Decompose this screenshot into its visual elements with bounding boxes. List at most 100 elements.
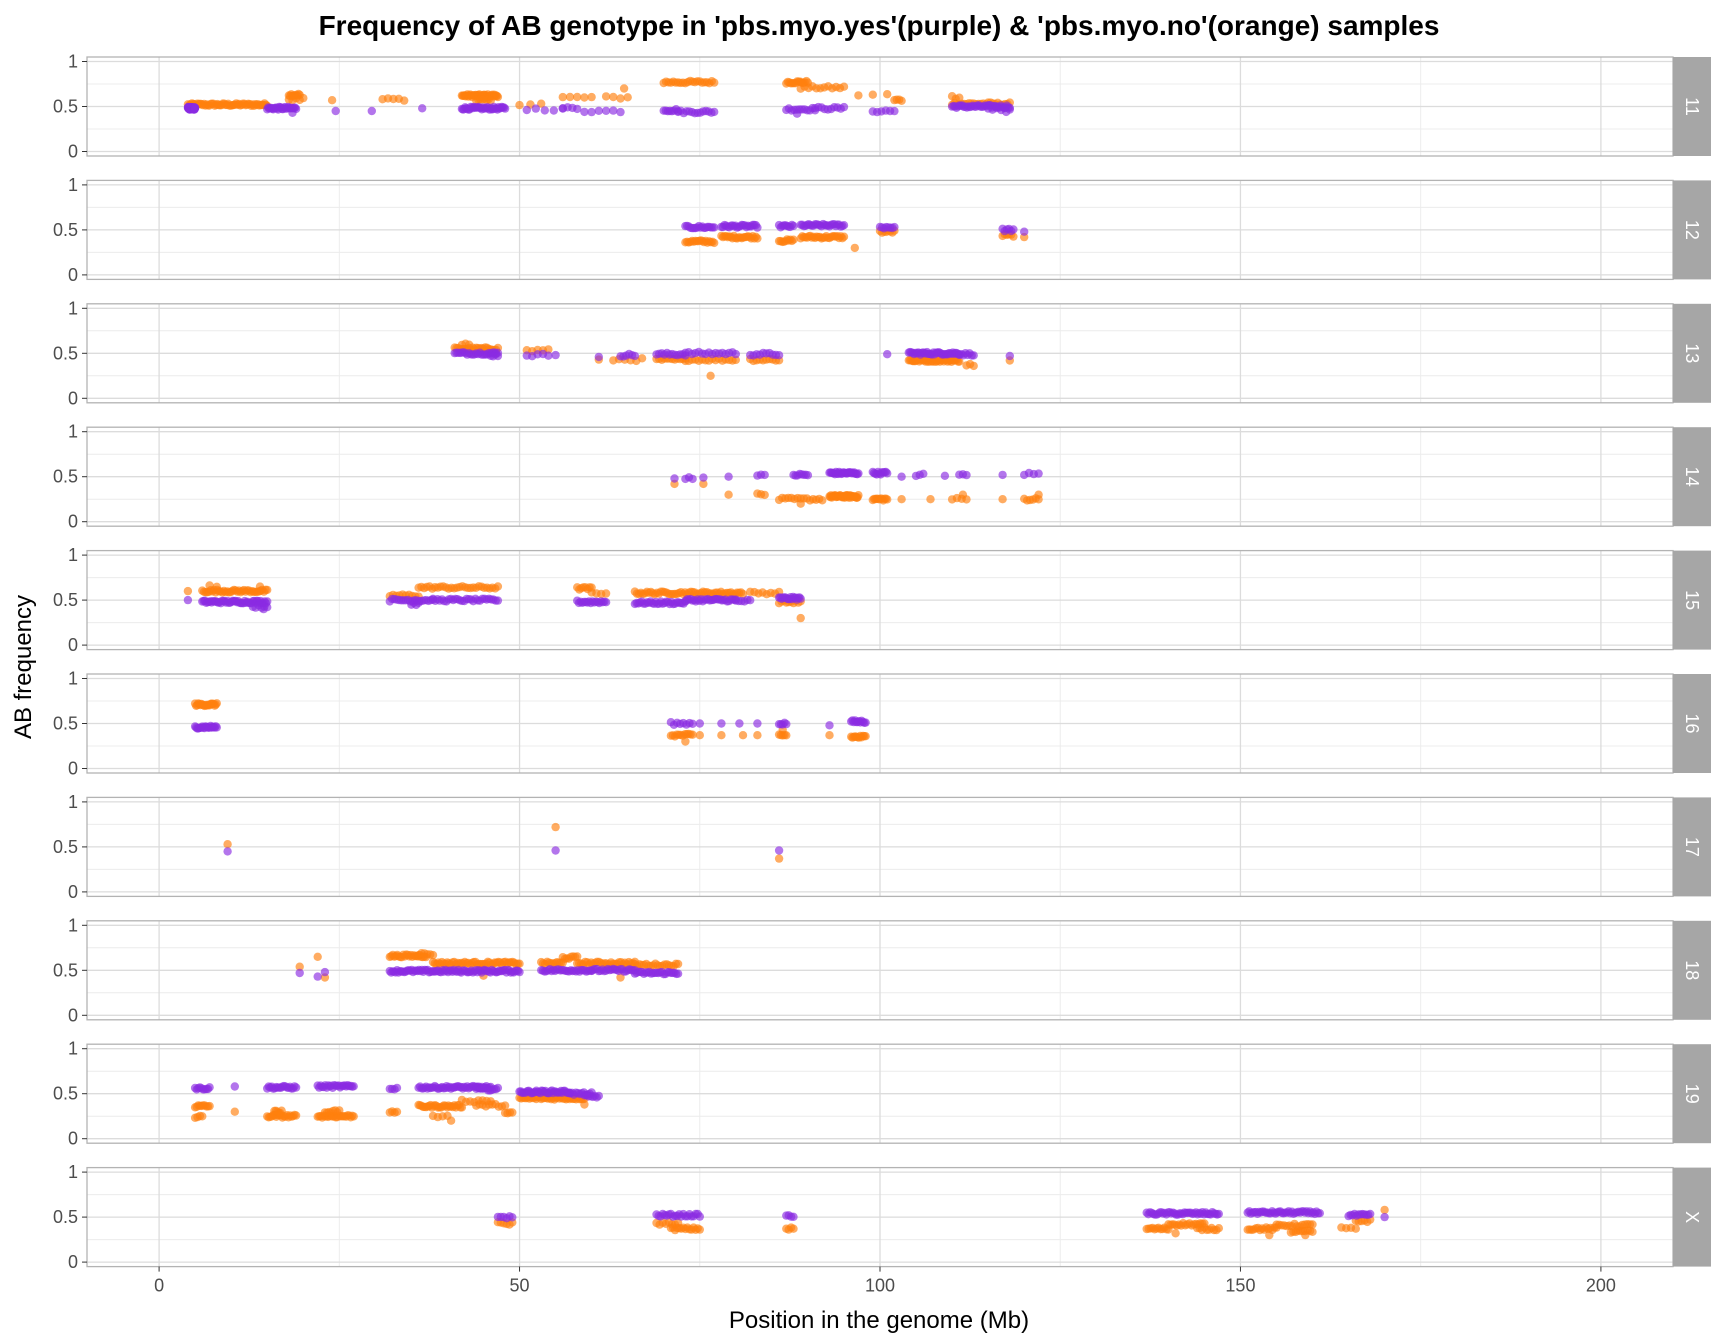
data-point-no bbox=[850, 243, 859, 253]
panel-19: 0 0.5 1 19 bbox=[53, 1039, 1711, 1149]
data-point-yes bbox=[1019, 227, 1029, 236]
facet-strip bbox=[1673, 303, 1711, 403]
data-point-yes bbox=[746, 596, 755, 605]
data-point-yes bbox=[573, 104, 582, 114]
data-point-yes bbox=[774, 351, 784, 360]
data-point-yes bbox=[594, 106, 603, 116]
data-point-yes bbox=[549, 106, 558, 115]
y-tick-label: 0.5 bbox=[53, 1084, 78, 1104]
data-point-no bbox=[695, 1225, 704, 1234]
data-point-no bbox=[724, 490, 733, 499]
y-tick-label: 1 bbox=[68, 1039, 78, 1059]
data-point-yes bbox=[500, 104, 510, 113]
data-point-no bbox=[854, 91, 863, 100]
data-point-no bbox=[897, 495, 906, 504]
data-point-yes bbox=[508, 1213, 517, 1222]
facet-strip-label: 18 bbox=[1682, 960, 1702, 980]
data-point-yes bbox=[854, 469, 863, 478]
data-point-no bbox=[299, 93, 308, 103]
data-point-yes bbox=[919, 469, 928, 478]
data-point-yes bbox=[803, 471, 813, 480]
data-point-no bbox=[255, 582, 265, 591]
data-point-no bbox=[565, 92, 575, 102]
panel-15: 0 0.5 1 15 bbox=[53, 545, 1711, 655]
data-point-yes bbox=[969, 351, 978, 360]
data-point-no bbox=[464, 340, 474, 349]
data-point-no bbox=[616, 94, 625, 103]
data-point-yes bbox=[540, 106, 549, 115]
data-point-no bbox=[673, 959, 683, 969]
y-tick-label: 0.5 bbox=[53, 1207, 78, 1227]
data-point-no bbox=[446, 1116, 456, 1125]
data-point-no bbox=[789, 1224, 798, 1233]
data-point-no bbox=[958, 490, 968, 499]
data-point-yes bbox=[288, 108, 297, 118]
data-point-no bbox=[760, 490, 769, 500]
data-point-no bbox=[789, 235, 798, 244]
data-point-yes bbox=[587, 107, 596, 117]
data-point-no bbox=[183, 586, 193, 596]
data-point-no bbox=[500, 1101, 510, 1110]
data-point-yes bbox=[223, 847, 232, 856]
y-tick-label: 1 bbox=[68, 792, 78, 812]
data-point-yes bbox=[493, 1083, 503, 1093]
data-point-yes bbox=[883, 469, 892, 478]
data-point-no bbox=[295, 962, 304, 971]
data-point-yes bbox=[630, 351, 640, 361]
y-tick-label: 0 bbox=[68, 635, 78, 655]
data-point-yes bbox=[792, 109, 802, 118]
data-point-no bbox=[486, 96, 495, 105]
data-point-yes bbox=[998, 470, 1007, 480]
data-point-no bbox=[263, 585, 272, 595]
data-point-yes bbox=[367, 106, 376, 116]
panel-17: 0 0.5 1 17 bbox=[53, 792, 1711, 902]
data-point-yes bbox=[796, 594, 805, 603]
x-tick-label: 150 bbox=[1225, 1276, 1255, 1296]
data-point-yes bbox=[670, 474, 679, 483]
data-point-no bbox=[883, 495, 892, 504]
y-tick-label: 1 bbox=[68, 545, 78, 565]
y-tick-label: 0.5 bbox=[53, 97, 78, 117]
facet-strip bbox=[1673, 674, 1711, 773]
data-point-no bbox=[349, 1112, 358, 1121]
data-point-yes bbox=[1009, 225, 1018, 234]
facet-strip-label: 13 bbox=[1682, 343, 1702, 363]
facet-strip bbox=[1673, 180, 1711, 280]
data-point-no bbox=[212, 582, 221, 591]
data-point-no bbox=[1308, 1220, 1317, 1229]
data-point-no bbox=[637, 354, 647, 363]
x-tick-label: 0 bbox=[154, 1276, 164, 1296]
data-point-yes bbox=[699, 473, 708, 482]
data-point-no bbox=[623, 93, 632, 102]
data-point-no bbox=[839, 82, 849, 91]
y-tick-label: 1 bbox=[68, 52, 78, 72]
facet-strip-label: 14 bbox=[1682, 467, 1702, 487]
panel-X: 0 0.5 1 X bbox=[53, 1162, 1711, 1272]
data-point-yes bbox=[320, 967, 330, 977]
x-axis-label: Position in the genome (Mb) bbox=[729, 1307, 1029, 1334]
data-point-yes bbox=[897, 472, 906, 481]
data-point-no bbox=[753, 731, 762, 740]
y-tick-label: 0.5 bbox=[53, 343, 78, 363]
data-point-no bbox=[205, 1101, 214, 1111]
facet-strip-label: 19 bbox=[1682, 1084, 1702, 1104]
data-point-no bbox=[223, 840, 232, 849]
data-point-yes bbox=[890, 222, 899, 232]
data-point-no bbox=[1171, 1229, 1180, 1238]
data-point-no bbox=[1265, 1230, 1274, 1240]
data-point-yes bbox=[717, 719, 726, 728]
data-point-yes bbox=[861, 718, 870, 727]
data-point-no bbox=[493, 92, 503, 102]
y-tick-label: 0 bbox=[68, 1252, 78, 1272]
data-point-no bbox=[854, 491, 863, 500]
y-tick-label: 0.5 bbox=[53, 590, 78, 610]
data-point-no bbox=[428, 950, 438, 960]
x-tick-label: 200 bbox=[1586, 1276, 1616, 1296]
data-point-no bbox=[212, 699, 221, 708]
data-point-yes bbox=[1002, 107, 1011, 117]
data-point-no bbox=[955, 357, 964, 366]
y-tick-label: 0 bbox=[68, 512, 78, 532]
data-point-yes bbox=[418, 104, 427, 113]
